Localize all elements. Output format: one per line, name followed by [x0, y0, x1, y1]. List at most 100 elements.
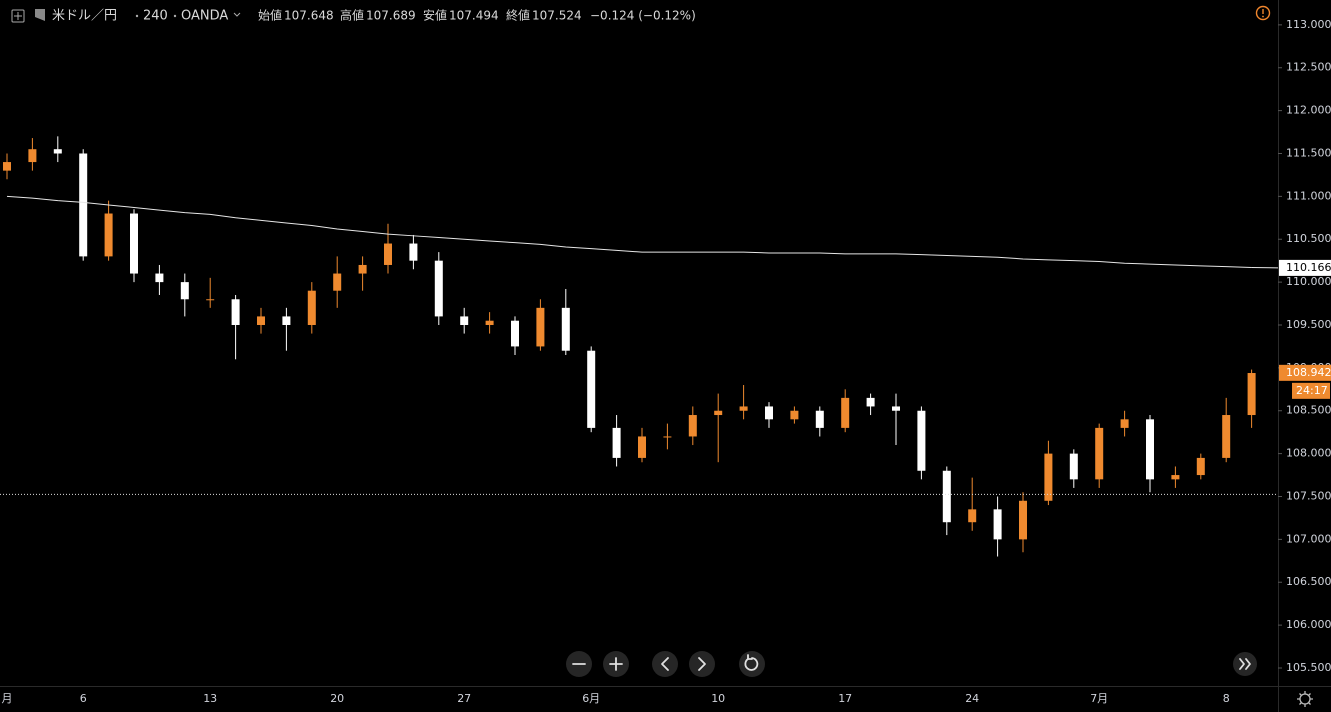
y-tick-label: 106.500	[1286, 575, 1331, 588]
candle-body	[892, 406, 900, 411]
countdown: 24:17	[1296, 384, 1328, 397]
candle-body	[1146, 419, 1154, 480]
candle-body	[1222, 415, 1231, 458]
candle-body	[714, 410, 723, 416]
settings-icon[interactable]	[1297, 691, 1313, 707]
candle-body	[1095, 427, 1104, 480]
interval[interactable]: 240	[143, 9, 168, 24]
candle-body	[866, 397, 875, 407]
candle-body	[384, 243, 392, 265]
candle-body	[409, 243, 418, 261]
high-value: 107.689	[366, 9, 416, 23]
candle-body	[104, 213, 113, 257]
y-tick-label: 107.500	[1286, 489, 1331, 502]
countdown-box	[1292, 382, 1330, 399]
dropdown-arrow[interactable]	[233, 12, 241, 17]
candle-body	[638, 436, 646, 458]
x-tick-label: 13	[203, 692, 217, 705]
candle-body	[663, 436, 672, 438]
x-tick-label: 20	[330, 692, 344, 705]
candle-body	[815, 410, 824, 428]
flag-icon[interactable]	[35, 9, 45, 21]
y-tick-label: 105.500	[1286, 661, 1331, 674]
candle-body	[688, 415, 697, 437]
candle-body	[942, 470, 951, 523]
separator	[173, 14, 177, 18]
x-tick-label: 6月	[582, 692, 600, 705]
symbol[interactable]: 米ドル／円	[52, 9, 117, 24]
candle-body	[1044, 453, 1053, 501]
candle-body	[587, 350, 596, 428]
scroll-left-button[interactable]	[652, 651, 678, 677]
add-symbol-button[interactable]	[11, 9, 25, 23]
reset-button[interactable]	[739, 651, 765, 677]
separator	[135, 14, 139, 18]
candle-body	[1120, 419, 1129, 428]
candle-body	[765, 406, 773, 420]
source: OANDA	[181, 9, 228, 24]
candle-body	[130, 213, 138, 274]
candle-body	[1069, 453, 1078, 480]
open-value: 107.648	[284, 9, 334, 23]
candle-body	[155, 273, 164, 283]
close-label: 終値	[506, 8, 530, 23]
scroll-to-end-button[interactable]	[1233, 652, 1257, 676]
candle-body	[841, 397, 850, 428]
y-tick-label: 110.000	[1286, 275, 1331, 288]
y-tick-label: 112.000	[1286, 104, 1331, 117]
x-tick-label: 24	[965, 692, 979, 705]
candle-body	[206, 299, 215, 301]
candle-body	[358, 264, 367, 274]
open-label: 始値	[258, 8, 282, 23]
candle-body	[180, 282, 189, 300]
candle-body	[460, 316, 469, 325]
y-tick-label: 109.500	[1286, 318, 1331, 331]
y-tick-label: 107.000	[1286, 532, 1331, 545]
candle-body	[3, 162, 11, 171]
last-price-box	[1279, 364, 1331, 381]
moving-average	[6, 195, 1252, 269]
candle-body	[434, 260, 443, 317]
x-tick-label: 月	[2, 692, 13, 705]
candle-body	[1196, 457, 1205, 476]
y-tick-label: 108.000	[1286, 447, 1331, 460]
y-tick-label: 108.500	[1286, 404, 1331, 417]
x-tick-label: 7月	[1090, 692, 1108, 705]
candle-body	[993, 509, 1002, 540]
plot-area	[0, 136, 1279, 557]
y-tick-label: 111.500	[1286, 146, 1331, 159]
alert-icon[interactable]	[1255, 5, 1271, 21]
axes: 105.500 106.000 106.500 107.000 107.500 108.0…	[2, 18, 1331, 705]
candle-body	[1019, 500, 1027, 540]
high-label: 高値	[340, 8, 364, 23]
candle-body	[53, 149, 62, 154]
close-value: 107.524	[532, 9, 582, 23]
candle-body	[28, 149, 37, 163]
candle-body	[536, 307, 545, 347]
x-tick-label: 27	[457, 692, 471, 705]
ma-price-label: 110.166	[1286, 261, 1331, 274]
candle-body	[561, 307, 570, 351]
candle-body	[511, 320, 519, 347]
candle-body	[1171, 475, 1180, 480]
y-tick-label: 110.500	[1286, 232, 1331, 245]
x-tick-label: 8	[1223, 692, 1230, 705]
candle-body	[485, 320, 494, 325]
x-tick-label: 10	[711, 692, 725, 705]
x-tick-label: 6	[80, 692, 87, 705]
candle-body	[307, 290, 316, 325]
last-price-label: 108.942	[1286, 366, 1331, 379]
scroll-right-button[interactable]	[689, 651, 715, 677]
candle-body	[231, 299, 240, 325]
zoom-out-button[interactable]	[566, 651, 592, 677]
x-tick-label: 17	[838, 692, 852, 705]
candle-body	[79, 153, 88, 257]
candle-body	[917, 410, 926, 471]
candle-body	[968, 509, 977, 523]
zoom-in-button[interactable]	[603, 651, 629, 677]
header: 米ドル／円 240 OANDA 始値 107.648 高値 107.689 安値…	[11, 5, 1271, 24]
ma-price-box	[1279, 259, 1331, 276]
y-tick-label: 112.500	[1286, 61, 1331, 74]
